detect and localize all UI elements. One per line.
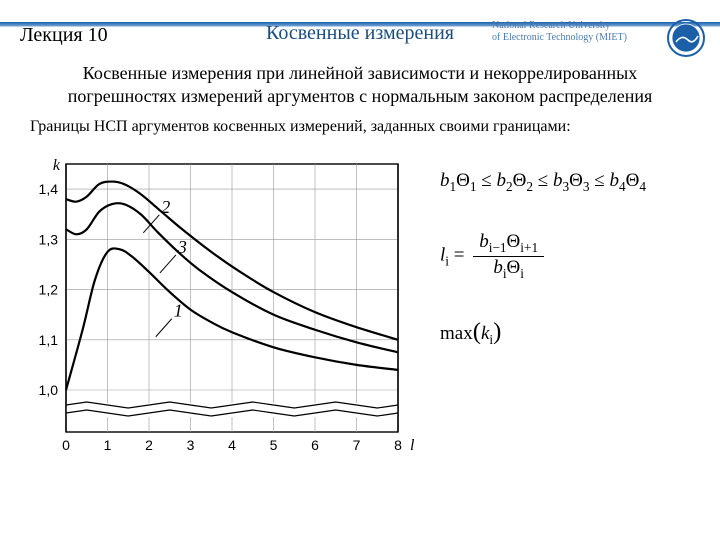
- svg-text:1,1: 1,1: [39, 332, 59, 348]
- svg-text:1,0: 1,0: [39, 382, 59, 398]
- svg-text:4: 4: [228, 437, 236, 453]
- formulas-block: b1Θ1 ≤ b2Θ2 ≤ b3Θ3 ≤ b4Θ4 li = bi−1Θi+1 …: [440, 170, 700, 348]
- svg-text:7: 7: [353, 437, 361, 453]
- svg-text:1,3: 1,3: [39, 231, 59, 247]
- svg-text:8: 8: [394, 437, 402, 453]
- svg-text:1: 1: [174, 301, 183, 321]
- svg-text:l: l: [410, 437, 415, 454]
- university-label: National Research University of Electron…: [492, 20, 652, 43]
- svg-text:3: 3: [187, 437, 195, 453]
- miet-logo-icon: [666, 18, 706, 58]
- svg-text:3: 3: [177, 237, 187, 257]
- svg-text:6: 6: [311, 437, 319, 453]
- univ-line2: of Electronic Technology (MIET): [492, 32, 627, 43]
- svg-text:k: k: [53, 157, 61, 174]
- svg-text:0: 0: [62, 437, 70, 453]
- max-formula: max(ki): [440, 317, 700, 348]
- subtitle-text: Косвенные измерения при линейной зависим…: [30, 62, 690, 107]
- inequality-formula: b1Θ1 ≤ b2Θ2 ≤ b3Θ3 ≤ b4Θ4: [440, 170, 700, 195]
- svg-text:1,4: 1,4: [39, 181, 59, 197]
- caption-text: Границы НСП аргументов косвенных измерен…: [30, 118, 690, 136]
- svg-text:5: 5: [270, 437, 278, 453]
- fraction-formula: li = bi−1Θi+1 biΘi: [440, 231, 700, 282]
- univ-line1: National Research University: [492, 20, 610, 31]
- svg-text:1,2: 1,2: [39, 282, 59, 298]
- header: Лекция 10 Косвенные измерения National R…: [0, 0, 720, 48]
- page-title: Косвенные измерения: [266, 22, 454, 45]
- lecture-label: Лекция 10: [20, 24, 108, 47]
- svg-text:2: 2: [161, 197, 170, 217]
- k-vs-l-chart: 1231,01,11,21,31,4012345678kl: [18, 150, 418, 470]
- svg-text:2: 2: [145, 437, 153, 453]
- svg-text:1: 1: [104, 437, 112, 453]
